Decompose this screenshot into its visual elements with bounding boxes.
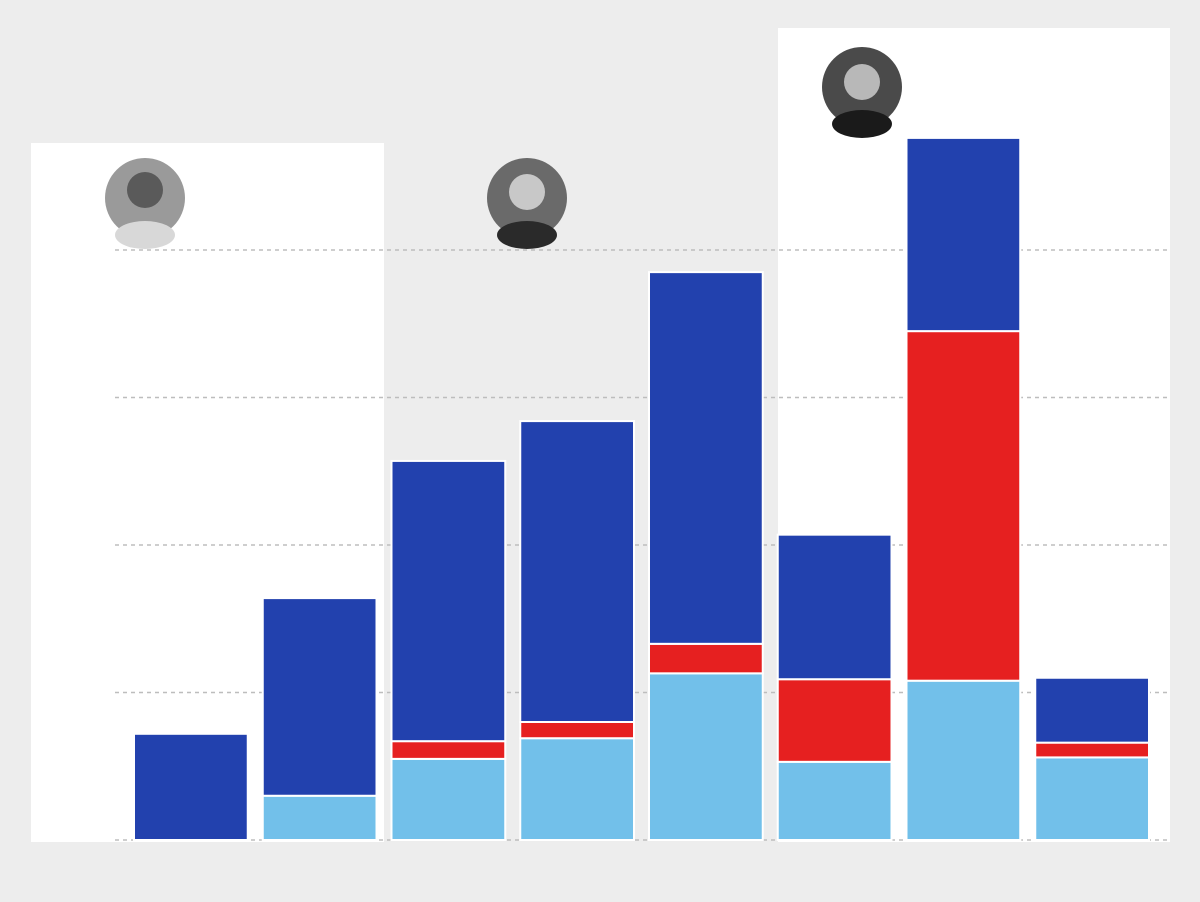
bar-segment [905, 136, 1022, 333]
bar-segment [648, 672, 764, 842]
bar-segment [1034, 676, 1150, 744]
bar-segment [519, 420, 635, 723]
bar-segment [519, 721, 635, 740]
portrait [487, 158, 567, 249]
bar-segment [261, 597, 378, 797]
bar-segment [1034, 741, 1150, 759]
bar-segment [648, 271, 764, 645]
bar-segment [905, 330, 1022, 682]
bar-segment [648, 642, 764, 675]
bar-segment [776, 533, 893, 681]
bar-segment [261, 794, 378, 841]
bar-segment [133, 732, 249, 841]
bar-segment [776, 760, 893, 842]
bar-segment [776, 678, 893, 763]
bar-segment [390, 459, 507, 743]
bar-segment [519, 737, 635, 841]
bar-segment [390, 757, 507, 841]
portrait [105, 158, 185, 249]
bar-segment [390, 740, 507, 760]
bar-segment [1034, 756, 1150, 842]
portrait [822, 47, 902, 138]
bar-segment [905, 679, 1022, 842]
